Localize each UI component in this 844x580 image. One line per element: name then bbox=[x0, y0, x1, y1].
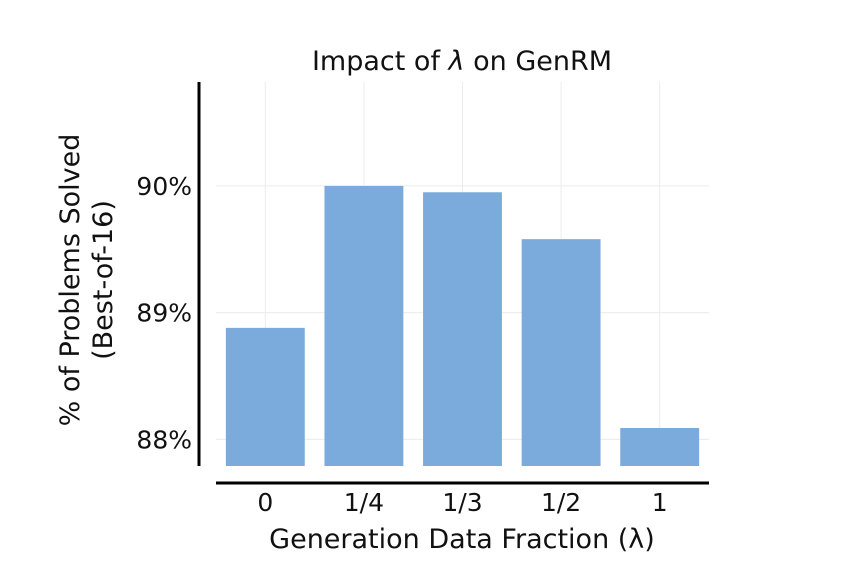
x-tick-label: 1 bbox=[652, 488, 668, 517]
x-tick-label: 1/4 bbox=[344, 488, 384, 517]
y-tick-label: 88% bbox=[136, 425, 192, 454]
bar bbox=[225, 327, 305, 466]
bar bbox=[521, 239, 601, 466]
bar bbox=[620, 427, 700, 466]
y-tick-label: 89% bbox=[136, 299, 192, 328]
y-axis-label: % of Problems Solved (Best-of-16) bbox=[55, 134, 119, 427]
x-axis-label: Generation Data Fraction (λ) bbox=[269, 524, 655, 555]
bars bbox=[225, 185, 700, 467]
x-tick-labels: 0 1/4 1/3 1/2 1 bbox=[257, 488, 667, 517]
bar bbox=[324, 185, 404, 467]
chart-title: Impact of λ on GenRM bbox=[312, 46, 612, 77]
x-tick-label: 1/3 bbox=[442, 488, 482, 517]
axes bbox=[197, 82, 709, 485]
y-axis-label-line2: (Best-of-16) bbox=[88, 200, 119, 360]
x-tick-label: 1/2 bbox=[541, 488, 581, 517]
y-axis-label-line1: % of Problems Solved bbox=[55, 134, 86, 427]
x-tick-label: 0 bbox=[257, 488, 273, 517]
bar bbox=[423, 192, 502, 466]
watermark: 知乎 @船长尼莫 bbox=[670, 530, 824, 554]
y-tick-labels: 88% 89% 90% bbox=[136, 172, 192, 454]
y-tick-label: 90% bbox=[136, 172, 192, 201]
